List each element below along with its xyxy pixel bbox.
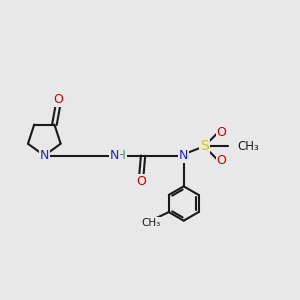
Text: S: S: [200, 140, 208, 153]
Text: N: N: [179, 149, 188, 162]
Text: O: O: [217, 126, 226, 139]
Text: O: O: [53, 93, 63, 106]
Text: CH₃: CH₃: [142, 218, 161, 228]
Text: O: O: [136, 175, 146, 188]
Text: O: O: [217, 154, 226, 167]
Text: H: H: [117, 149, 126, 162]
Text: CH₃: CH₃: [237, 140, 259, 153]
Text: N: N: [40, 149, 49, 162]
Text: N: N: [110, 149, 119, 162]
